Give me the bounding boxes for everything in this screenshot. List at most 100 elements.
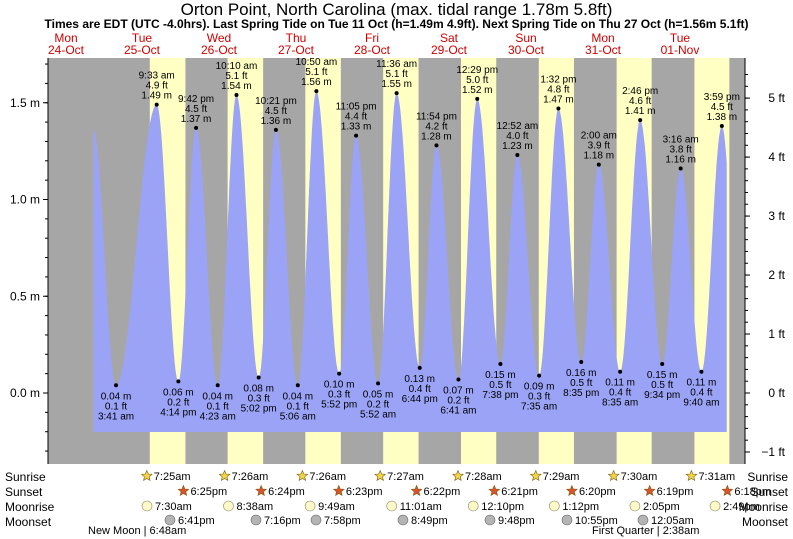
y2-tick-label: 2 ft xyxy=(768,268,785,282)
tide-m-label: 1.36 m xyxy=(261,116,292,127)
tide-ft-label: 0.3 ft xyxy=(328,390,350,401)
moonset-row-label-right: Moonset xyxy=(742,515,789,529)
sunset-time-label: 6:23pm xyxy=(346,486,383,498)
tide-ft-label: 4.2 ft xyxy=(425,121,447,132)
tide-m-label: 1.49 m xyxy=(141,91,172,102)
moonset-icon xyxy=(164,514,176,526)
moonrise-time-label: 8:38am xyxy=(236,501,273,513)
day-name-label: Wed xyxy=(207,31,231,45)
tide-ft-label: 0.1 ft xyxy=(207,401,229,412)
tide-ft-label: 5.0 ft xyxy=(466,75,488,86)
sun-star-icon xyxy=(255,484,268,497)
day-name-label: Sun xyxy=(515,31,536,45)
tide-time-label: 7:38 pm xyxy=(482,390,518,401)
tide-point xyxy=(394,91,399,96)
sun-star-icon xyxy=(565,484,578,497)
sunrise-time-label: 7:31am xyxy=(698,471,735,483)
moonrise-icon xyxy=(386,500,398,512)
day-name-label: Mon xyxy=(591,31,614,45)
moonset-icon xyxy=(561,514,573,526)
tide-ft-label: 4.8 ft xyxy=(547,85,569,96)
sunset-time-label: 6:19pm xyxy=(657,486,694,498)
moonset-time-label: 7:58pm xyxy=(324,515,361,527)
tide-ft-label: 0.1 ft xyxy=(287,401,309,412)
moonset-time-label: 12:05am xyxy=(651,515,694,527)
tide-m-label: 0.10 m xyxy=(324,380,355,391)
moonset-time-label: 6:41pm xyxy=(178,515,215,527)
tide-point xyxy=(660,361,665,366)
tide-time-label: 10:21 pm xyxy=(255,96,297,107)
tide-ft-label: 0.3 ft xyxy=(248,394,270,405)
tide-m-label: 1.23 m xyxy=(502,141,533,152)
sunset-time-label: 6:25pm xyxy=(190,486,227,498)
tide-m-label: 0.09 m xyxy=(524,382,555,393)
sunrise-time-label: 7:28am xyxy=(465,471,502,483)
tide-time-label: 5:52 am xyxy=(360,409,396,420)
day-date-label: 24-Oct xyxy=(48,43,85,57)
moonrise-icon xyxy=(709,500,721,512)
tide-point xyxy=(194,125,199,130)
day-date-label: 26-Oct xyxy=(201,43,238,57)
tide-point xyxy=(475,96,480,101)
sun-star-icon xyxy=(332,484,345,497)
tide-ft-label: 0.5 ft xyxy=(651,380,673,391)
tide-m-label: 1.41 m xyxy=(625,106,656,117)
tide-ft-label: 0.4 ft xyxy=(609,388,631,399)
sun-star-icon xyxy=(296,469,309,482)
tide-ft-label: 4.5 ft xyxy=(185,104,207,115)
moonrise-icon xyxy=(467,500,479,512)
tide-point xyxy=(678,166,683,171)
sun-star-icon xyxy=(721,484,734,497)
tide-m-label: 1.33 m xyxy=(341,122,372,133)
tide-ft-label: 3.8 ft xyxy=(670,145,692,156)
tide-ft-label: 3.9 ft xyxy=(588,141,610,152)
tide-point xyxy=(314,89,319,94)
sun-star-icon xyxy=(529,469,542,482)
tide-ft-label: 0.1 ft xyxy=(105,401,127,412)
tide-time-label: 9:40 am xyxy=(683,398,719,409)
tide-point xyxy=(295,383,300,388)
sunset-time-label: 6:22pm xyxy=(424,486,461,498)
moonrise-row-label-left: Moonrise xyxy=(5,500,55,514)
sun-star-icon xyxy=(140,469,153,482)
tide-point xyxy=(417,365,422,370)
tide-time-label: 11:05 pm xyxy=(336,102,377,113)
tide-ft-label: 0.5 ft xyxy=(570,378,592,389)
y-tick-label: 0.5 m xyxy=(10,289,40,303)
sun-moon-rows: Sunrise Sunset Moonrise Moonset Sunrise … xyxy=(5,469,789,537)
tide-point xyxy=(515,152,520,157)
tide-m-label: 0.11 m xyxy=(686,378,716,389)
moonset-icon xyxy=(310,514,322,526)
tide-m-label: 1.37 m xyxy=(181,114,212,125)
tide-m-label: 1.16 m xyxy=(665,155,696,166)
sun-star-icon xyxy=(410,484,423,497)
sunset-time-label: 6:24pm xyxy=(268,486,305,498)
day-name-label: Mon xyxy=(54,31,77,45)
tide-time-label: 2:00 am xyxy=(581,131,617,142)
sunset-row-label-left: Sunset xyxy=(5,485,43,499)
day-date-label: 27-Oct xyxy=(278,43,315,57)
moonset-time-label: 10:55pm xyxy=(575,515,618,527)
day-name-label: Tue xyxy=(670,31,691,45)
moonrise-icon xyxy=(141,500,153,512)
y2-tick-label: 4 ft xyxy=(768,150,785,164)
tide-m-label: 1.47 m xyxy=(543,95,574,106)
tide-ft-label: 0.3 ft xyxy=(528,392,550,403)
tide-ft-label: 4.6 ft xyxy=(629,96,651,107)
tide-time-label: 10:50 am xyxy=(296,57,338,68)
tide-time-label: 8:35 am xyxy=(602,398,638,409)
tide-m-label: 0.11 m xyxy=(605,378,635,389)
tide-time-label: 4:14 pm xyxy=(160,407,196,418)
tide-ft-label: 4.5 ft xyxy=(711,102,733,113)
tide-point xyxy=(234,93,239,98)
tide-m-label: 0.04 m xyxy=(101,391,132,402)
tide-time-label: 5:02 pm xyxy=(241,404,277,415)
tide-time-label: 3:16 am xyxy=(663,135,699,146)
tide-point xyxy=(579,360,584,365)
tide-ft-label: 4.0 ft xyxy=(506,131,528,142)
tide-point xyxy=(215,383,220,388)
y2-tick-label: 1 ft xyxy=(768,327,785,341)
tide-time-label: 9:34 pm xyxy=(644,390,680,401)
tide-m-label: 1.54 m xyxy=(221,81,252,92)
tide-ft-label: 0.5 ft xyxy=(489,380,511,391)
